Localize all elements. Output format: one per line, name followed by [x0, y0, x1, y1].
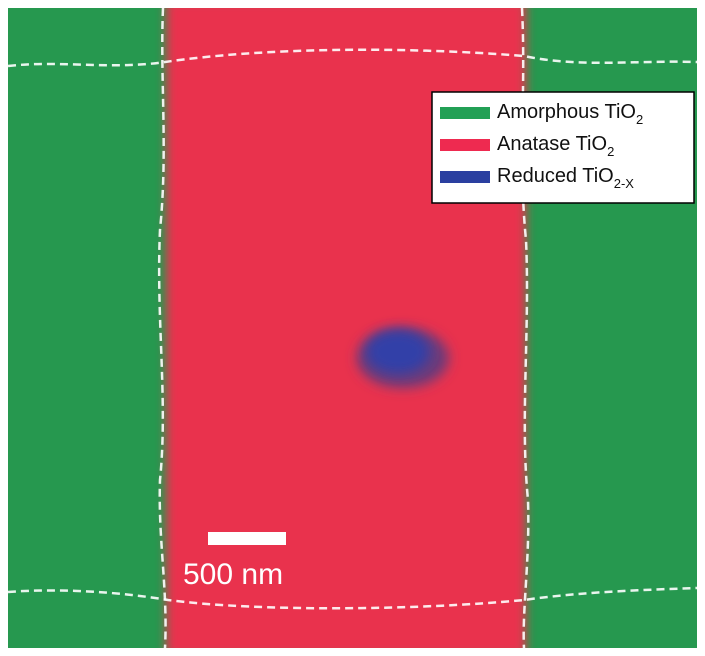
legend-subscript: 2	[607, 144, 614, 159]
page: 500 nm Amorphous TiO2Anatase TiO2Reduced…	[0, 0, 705, 656]
scale-bar	[208, 532, 286, 545]
legend-subscript: 2	[636, 112, 643, 127]
reduced-region	[357, 328, 449, 388]
border	[697, 0, 705, 656]
legend-subscript: 2-X	[614, 176, 635, 191]
legend-text: Anatase TiO	[497, 133, 607, 155]
legend-text: Amorphous TiO	[497, 101, 636, 123]
scale-bar-label: 500 nm	[183, 558, 283, 591]
legend-text: Reduced TiO	[497, 165, 614, 187]
legend-swatch	[440, 107, 490, 119]
border	[0, 0, 8, 656]
legend-swatch	[440, 139, 490, 151]
legend-swatch	[440, 171, 490, 183]
micrograph: 500 nm Amorphous TiO2Anatase TiO2Reduced…	[0, 0, 705, 656]
